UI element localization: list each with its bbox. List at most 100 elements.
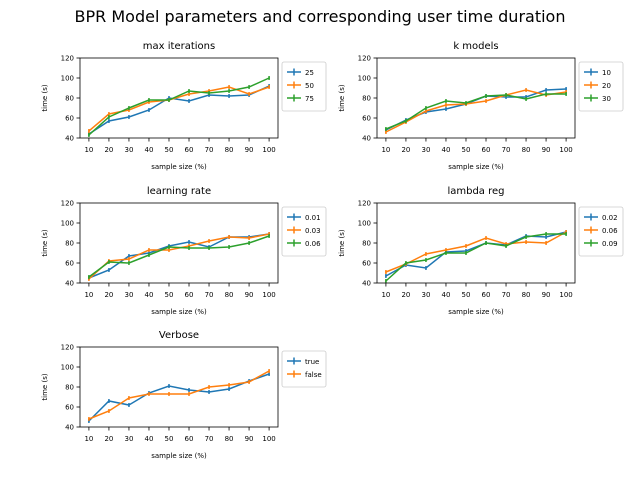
legend: 25 50 75 — [281, 61, 327, 112]
data-point — [268, 373, 270, 375]
data-point — [128, 397, 130, 399]
x-tick-label: 20 — [104, 146, 113, 154]
x-tick-label: 100 — [559, 146, 572, 154]
x-tick-label: 30 — [124, 435, 133, 443]
data-point — [545, 233, 547, 235]
data-point — [128, 255, 130, 257]
y-tick-label: 60 — [362, 115, 371, 123]
series-line — [88, 77, 270, 136]
panel-k-models: k models 10 20 30 40 50 60 70 80 90 100 40 60 80 100 12… — [338, 41, 624, 171]
y-tick-label: 60 — [362, 260, 371, 268]
axes-frame — [376, 202, 576, 284]
series-line — [88, 85, 270, 135]
series-0-03 — [88, 232, 270, 281]
data-point — [248, 86, 250, 88]
y-tick-label: 40 — [65, 280, 74, 288]
x-tick-label: 80 — [225, 291, 234, 299]
x-tick-label: 50 — [165, 435, 174, 443]
data-point — [248, 242, 250, 244]
data-point — [148, 249, 150, 251]
legend-label: true — [305, 358, 319, 366]
data-point — [525, 98, 527, 100]
data-point — [228, 90, 230, 92]
data-point — [545, 93, 547, 95]
series-0-06 — [88, 234, 270, 279]
data-point — [268, 86, 270, 88]
data-point — [128, 262, 130, 264]
legend: true false — [281, 350, 327, 388]
x-tick-label: 30 — [124, 291, 133, 299]
panel-lambda-reg: lambda reg 10 20 30 40 50 60 70 80 90 100 40 60 80 100… — [338, 186, 624, 316]
data-point — [445, 108, 447, 110]
x-tick-label: 10 — [84, 146, 93, 154]
y-tick-label: 40 — [362, 135, 371, 143]
y-axis-label: time (s) — [338, 229, 346, 256]
x-tick-label: 10 — [84, 435, 93, 443]
data-point — [128, 404, 130, 406]
data-point — [228, 86, 230, 88]
data-point — [485, 95, 487, 97]
panel-title: k models — [453, 41, 498, 52]
data-point — [108, 269, 110, 271]
data-point — [148, 99, 150, 101]
x-axis-label: sample size (%) — [151, 452, 207, 460]
series-0-06 — [385, 230, 567, 274]
legend-box — [281, 61, 327, 112]
data-point — [188, 393, 190, 395]
y-tick-label: 80 — [362, 95, 371, 103]
series-line — [385, 93, 567, 130]
data-point — [208, 391, 210, 393]
data-point — [525, 89, 527, 91]
x-tick-label: 50 — [462, 146, 471, 154]
x-tick-label: 90 — [245, 435, 254, 443]
x-tick-label: 100 — [262, 146, 275, 154]
data-point — [208, 92, 210, 94]
data-point — [545, 242, 547, 244]
data-point — [385, 271, 387, 273]
y-tick-label: 40 — [65, 135, 74, 143]
data-point — [208, 247, 210, 249]
data-point — [425, 107, 427, 109]
data-point — [88, 418, 90, 420]
panel-title: learning rate — [147, 186, 211, 197]
data-point — [188, 389, 190, 391]
series-line — [385, 89, 567, 133]
x-tick-label: 30 — [421, 146, 430, 154]
y-tick-label: 120 — [358, 200, 371, 208]
x-tick-label: 90 — [542, 291, 551, 299]
data-point — [385, 280, 387, 282]
legend: 10 20 30 — [578, 61, 624, 112]
x-tick-label: 20 — [104, 435, 113, 443]
data-point — [88, 134, 90, 136]
x-tick-label: 60 — [482, 291, 491, 299]
x-tick-label: 70 — [502, 291, 511, 299]
data-point — [445, 252, 447, 254]
x-axis-label: sample size (%) — [151, 308, 207, 316]
series-30 — [385, 92, 567, 131]
x-tick-label: 10 — [84, 291, 93, 299]
data-point — [188, 90, 190, 92]
x-tick-label: 70 — [205, 146, 214, 154]
series-0-02 — [385, 230, 567, 278]
legend-label: 0.01 — [305, 214, 321, 222]
panel-max-iterations: max iterations 10 20 30 40 50 60 70 80 90 100 40 60 8… — [41, 41, 327, 171]
data-point — [425, 110, 427, 112]
data-point — [505, 94, 507, 96]
data-point — [188, 100, 190, 102]
series-line — [385, 231, 567, 273]
x-tick-label: 80 — [522, 146, 531, 154]
x-tick-label: 70 — [205, 291, 214, 299]
x-tick-label: 20 — [401, 291, 410, 299]
x-tick-label: 60 — [185, 291, 194, 299]
legend-label: 0.02 — [602, 214, 618, 222]
data-point — [108, 261, 110, 263]
y-tick-label: 60 — [65, 115, 74, 123]
data-point — [248, 93, 250, 95]
legend-label: false — [305, 371, 322, 379]
axes-frame — [79, 57, 279, 139]
data-point — [108, 120, 110, 122]
series-0-09 — [385, 232, 567, 283]
data-point — [465, 102, 467, 104]
data-point — [148, 254, 150, 256]
